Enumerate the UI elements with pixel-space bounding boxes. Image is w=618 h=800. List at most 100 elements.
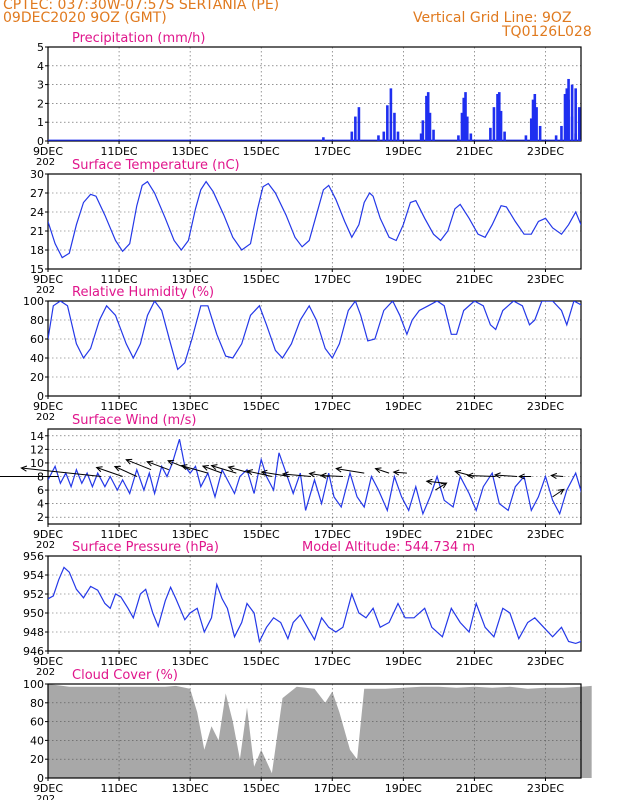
x-tick-label: 13DEC: [172, 400, 209, 413]
wind-arrow: [211, 465, 237, 474]
wind-arrow-head: [260, 469, 268, 476]
wind-arrow: [202, 465, 223, 474]
precip-bar: [357, 107, 361, 141]
y-tick-label: 0: [37, 390, 44, 403]
x-tick-label: 15DEC: [243, 655, 280, 668]
x-year-label: 202: [36, 412, 55, 423]
y-tick-label: 15: [30, 263, 44, 276]
x-tick-label: 17DEC: [314, 655, 351, 668]
y-tick-label: 30: [30, 168, 44, 181]
precip-bar: [469, 133, 473, 141]
wind-arrow-head: [113, 465, 121, 472]
wind-arrow-head: [125, 458, 133, 465]
x-tick-label: 21DEC: [456, 782, 493, 795]
x-tick-label: 23DEC: [527, 400, 564, 413]
wind-arrow: [147, 461, 169, 471]
x-tick-label: 15DEC: [243, 145, 280, 158]
panel-frame: [47, 300, 582, 397]
y-tick-label: 952: [23, 588, 44, 601]
precip-bar: [354, 116, 357, 141]
x-year-label: 202: [36, 157, 55, 168]
y-tick-label: 80: [30, 314, 44, 327]
precip-bar: [503, 131, 506, 141]
series-line: [48, 301, 581, 371]
precip-bar: [421, 120, 425, 141]
x-tick-label: 21DEC: [456, 145, 493, 158]
wind-arrow-head: [557, 488, 565, 495]
wind-arrow-head: [518, 473, 525, 480]
precip-bar: [496, 94, 499, 141]
y-tick-label: 954: [23, 569, 44, 582]
y-tick-label: 27: [30, 187, 44, 200]
precip-bar: [499, 110, 503, 141]
precip-bar: [560, 125, 563, 141]
wind-arrow-head: [201, 465, 209, 471]
precip-bar: [535, 107, 538, 141]
x-tick-label: 21DEC: [456, 655, 493, 668]
wind-arrow-head: [392, 469, 400, 476]
y-tick-label: 4: [37, 60, 44, 73]
wind-arrow-head: [146, 460, 154, 467]
precip-bar: [396, 131, 400, 141]
header-run-code: TQ0126L028: [502, 24, 592, 40]
panel-title: Surface Temperature (nC): [72, 158, 240, 173]
wind-arrow: [467, 475, 496, 477]
x-tick-label: 9DEC: [33, 782, 63, 795]
x-tick-label: 11DEC: [101, 655, 138, 668]
precip-bar: [386, 105, 389, 141]
wind-arrow: [181, 465, 209, 474]
x-year-label: 202: [36, 540, 55, 551]
wind-arrow-head: [335, 466, 343, 473]
y-tick-label: 3: [37, 79, 44, 92]
series-line: [48, 566, 581, 645]
x-tick-label: 17DEC: [314, 273, 351, 286]
y-tick-label: 5: [37, 41, 44, 54]
wind-arrow-head: [180, 464, 188, 470]
panel-frame: [47, 683, 582, 779]
x-tick-label: 19DEC: [385, 273, 422, 286]
x-tick-label: 11DEC: [101, 528, 138, 541]
precip-bar: [529, 118, 533, 141]
wind-arrow: [426, 480, 447, 484]
x-tick-label: 13DEC: [172, 782, 209, 795]
wind-arrow-head: [95, 466, 103, 473]
wind-arrow-head: [167, 459, 175, 466]
precip-bar: [432, 129, 435, 141]
y-tick-label: 24: [30, 206, 44, 219]
precip-bar: [460, 112, 464, 141]
wind-arrow-head: [493, 472, 501, 479]
y-tick-label: 100: [23, 295, 44, 308]
y-tick-label: 60: [30, 333, 44, 346]
panel-title: Cloud Cover (%): [72, 668, 178, 683]
x-tick-label: 9DEC: [33, 655, 63, 668]
y-tick-label: 1: [37, 116, 44, 129]
wind-arrow: [126, 459, 152, 471]
wind-arrow-head: [308, 471, 316, 478]
x-tick-label: 19DEC: [385, 400, 422, 413]
y-tick-label: 14: [30, 430, 44, 443]
x-tick-label: 21DEC: [456, 400, 493, 413]
x-tick-label: 13DEC: [172, 655, 209, 668]
y-tick-label: 4: [37, 498, 44, 511]
x-tick-label: 9DEC: [33, 528, 63, 541]
wind-arrow-head: [319, 472, 327, 479]
x-tick-label: 15DEC: [243, 528, 280, 541]
panel-title: Surface Wind (m/s): [72, 413, 196, 428]
x-year-label: 202: [36, 667, 55, 678]
y-tick-label: 956: [23, 550, 44, 563]
wind-arrow: [246, 470, 272, 477]
wind-arrow: [336, 468, 365, 474]
y-tick-label: 0: [37, 135, 44, 148]
x-tick-label: 19DEC: [385, 145, 422, 158]
precip-bar: [538, 125, 542, 141]
y-tick-label: 40: [30, 734, 44, 747]
precip-bar: [428, 112, 432, 141]
x-tick-label: 23DEC: [527, 273, 564, 286]
panel-subtitle: Model Altitude: 544.734 m: [302, 540, 475, 555]
x-tick-label: 13DEC: [172, 273, 209, 286]
x-tick-label: 11DEC: [101, 400, 138, 413]
y-tick-label: 948: [23, 626, 44, 639]
precip-bar: [531, 99, 535, 141]
y-tick-label: 20: [30, 753, 44, 766]
